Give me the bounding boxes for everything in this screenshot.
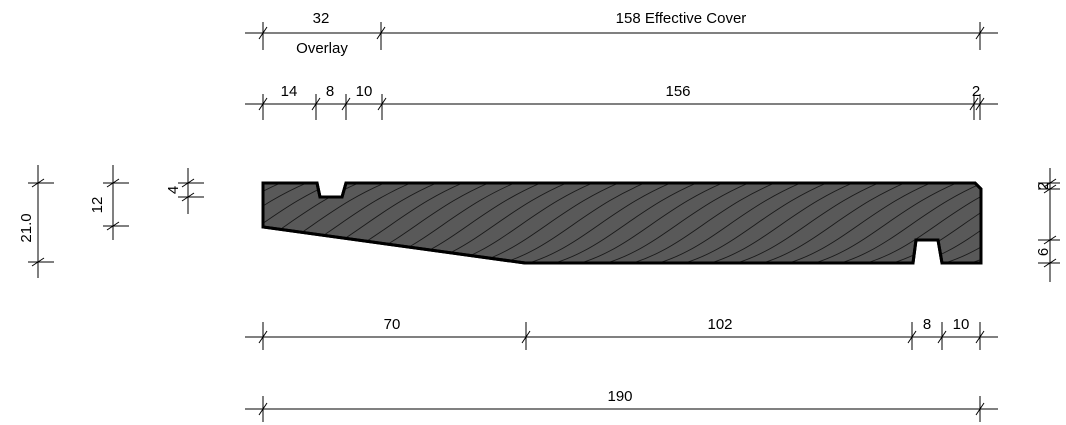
tick-mark [106, 178, 120, 188]
dimension-label-groove-depth: 4 [165, 186, 182, 194]
tick-mark [521, 330, 531, 344]
dimension-label-total-width: 190 [607, 388, 632, 405]
tick-mark [937, 330, 947, 344]
tick-mark [1043, 235, 1057, 245]
tick-mark [975, 330, 985, 344]
tick-mark [31, 178, 45, 188]
tick-mark [1043, 258, 1057, 268]
dimension-label-effective-cover: 158 Effective Cover [616, 10, 747, 27]
dimension-label: 10 [356, 83, 373, 100]
dimension-label: 14 [281, 83, 298, 100]
board-profile-outline [261, 181, 983, 265]
dimension-label-slot-depth: 6 [1035, 248, 1052, 256]
dimension-label: 102 [707, 316, 732, 333]
grain-line [66, 178, 241, 268]
dimension-label-chamfer: 2 [1035, 182, 1052, 190]
tick-mark [341, 97, 351, 111]
dimension-overall-width: 190 [245, 388, 998, 422]
dimension-label: 70 [384, 316, 401, 333]
grain-line [263, 183, 320, 263]
tick-mark [258, 97, 268, 111]
tick-mark [376, 26, 386, 40]
dimension-label: 2 [972, 83, 980, 100]
tick-mark [258, 26, 268, 40]
dimension-left-heights: 21.0 12 4 [18, 165, 204, 278]
tick-mark [1043, 184, 1057, 194]
board-profile-shape [261, 181, 983, 265]
tick-mark [377, 97, 387, 111]
dimension-right-heights: 2 6 [1035, 168, 1060, 282]
tick-mark [969, 97, 979, 111]
dimension-label: 10 [953, 316, 970, 333]
grain-line [263, 183, 398, 263]
dimension-bottom-segments: 70 102 8 10 [245, 316, 998, 350]
dimension-label: 156 [665, 83, 690, 100]
tick-mark [975, 97, 985, 111]
dimension-label: 8 [923, 316, 931, 333]
grain-line [40, 178, 215, 268]
tick-mark [975, 402, 985, 416]
dimension-overlay-cover: 32 Overlay 158 Effective Cover [245, 10, 998, 57]
dimension-label-mid-height: 12 [89, 197, 106, 214]
tick-mark [1043, 178, 1057, 188]
board-cross-section [40, 178, 983, 268]
dimension-label-overlay-width: 32 [313, 10, 330, 27]
tick-mark [258, 330, 268, 344]
tick-mark [975, 26, 985, 40]
dimension-label-total-height: 21.0 [18, 213, 35, 242]
tick-mark [311, 97, 321, 111]
tick-mark [106, 221, 120, 231]
dimension-label: 8 [326, 83, 334, 100]
tick-mark [181, 192, 195, 202]
tick-mark [258, 402, 268, 416]
dimension-label-overlay: Overlay [296, 40, 348, 57]
tick-mark [907, 330, 917, 344]
grain-line [263, 183, 294, 263]
tick-mark [181, 178, 195, 188]
dimension-top-segments: 14 8 10 156 2 [245, 83, 998, 120]
tick-mark [31, 257, 45, 267]
